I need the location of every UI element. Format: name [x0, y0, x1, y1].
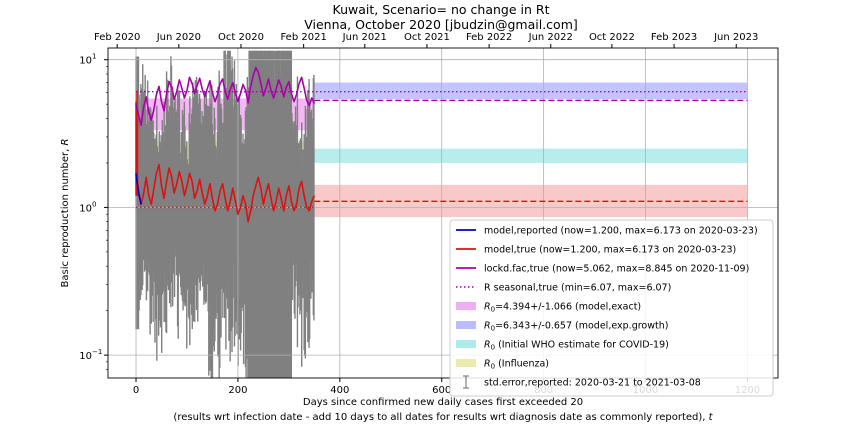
top-tick-label: Oct 2020 — [218, 32, 264, 43]
y-axis-label-text: Basic reproduction number, — [60, 145, 71, 287]
top-tick-label: Oct 2022 — [589, 32, 635, 43]
y-tick-label: 10 — [79, 56, 92, 67]
top-tick-label: Jun 2020 — [156, 32, 201, 43]
top-tick-label: Oct 2021 — [404, 32, 450, 43]
legend-symbol: R — [484, 340, 491, 351]
legend-label-band_r0_model_exact: R0=4.394+/-1.066 (model,exact) — [484, 302, 641, 314]
legend-swatch-band_who — [456, 340, 476, 348]
top-tick-label: Feb 2021 — [280, 32, 326, 43]
band-2 — [314, 82, 748, 100]
y-axis-label-symbol: R — [60, 139, 71, 146]
legend-box — [449, 219, 774, 397]
y-axis-label: Basic reproduction number, R — [60, 139, 71, 288]
top-tick-label: Jun 2022 — [528, 32, 573, 43]
legend-label-lockd_fac: lockd.fac,true (now=5.062, max=8.845 on … — [484, 264, 749, 275]
series-model_true — [135, 163, 316, 223]
legend-text: (Influenza) — [495, 359, 549, 370]
legend-symbol: R — [484, 302, 491, 313]
y-tick-exponent: −1 — [92, 348, 102, 356]
legend-swatch-band_r0_exp_growth — [456, 321, 476, 329]
legend-label-r_seasonal: R seasonal,true (min=6.07, max=6.07) — [484, 283, 671, 294]
legend-symbol: R — [484, 359, 491, 370]
legend-label-band_influenza: R0 (Influenza) — [484, 359, 549, 371]
legend-label-std_error: std.error,reported: 2020-03-21 to 2021-0… — [484, 378, 701, 389]
legend-swatch-band_influenza — [456, 359, 476, 367]
chart-title: Kuwait, Scenario= no change in Rt — [333, 2, 550, 17]
x-axis-label-secondary: (results wrt infection date - add 10 day… — [173, 412, 713, 423]
x-tick-label: 600 — [432, 385, 451, 396]
chart-subtitle: Vienna, October 2020 [jbudzin@gmail.com] — [304, 17, 578, 32]
legend-swatch-band_r0_model_exact — [456, 302, 476, 310]
top-tick-label: Jun 2023 — [713, 32, 758, 43]
x-axis-label-secondary-symbol: t — [709, 412, 714, 423]
x-axis-label-secondary-text: (results wrt infection date - add 10 day… — [173, 412, 708, 423]
band-3 — [314, 148, 748, 163]
legend-subscript: 0 — [491, 306, 495, 314]
legend-text: =6.343+/-0.657 (model,exp.growth) — [495, 321, 668, 332]
legend-symbol: R — [484, 321, 491, 332]
y-tick-label: 10 — [79, 351, 92, 362]
series-lines — [135, 66, 316, 223]
y-tick-label: 10 — [79, 203, 92, 214]
legend: model,reported (now=1.200, max=6.173 on … — [449, 219, 774, 397]
legend-label-model_reported: model,reported (now=1.200, max=6.173 on … — [484, 226, 758, 237]
legend-label-model_true: model,true (now=1.200, max=6.173 on 2020… — [484, 245, 736, 256]
x-tick-label: 0 — [133, 385, 139, 396]
top-tick-label: Feb 2023 — [651, 32, 697, 43]
x-axis-label: Days since confirmed new daily cases fir… — [303, 397, 583, 408]
series-lockd_fac — [135, 66, 316, 126]
plot-frame — [107, 47, 779, 379]
x-tick-label: 400 — [330, 385, 349, 396]
legend-text: =4.394+/-1.066 (model,exact) — [495, 302, 641, 313]
legend-subscript: 0 — [491, 325, 495, 333]
series-model_reported — [135, 173, 142, 205]
legend-subscript: 0 — [491, 344, 495, 352]
legend-label-band_who: R0 (Initial WHO estimate for COVID-19) — [484, 340, 669, 352]
top-tick-label: Feb 2022 — [466, 32, 512, 43]
top-tick-label: Feb 2020 — [94, 32, 140, 43]
legend-subscript: 0 — [491, 363, 495, 371]
y-tick-exponent: 0 — [92, 200, 96, 208]
legend-label-band_r0_exp_growth: R0=6.343+/-0.657 (model,exp.growth) — [484, 321, 668, 333]
top-tick-label: Jun 2021 — [342, 32, 387, 43]
x-tick-label: 200 — [228, 385, 247, 396]
legend-text: (Initial WHO estimate for COVID-19) — [495, 340, 669, 351]
top-date-axis: Feb 2020 Jun 2020 Oct 2020 Feb 2021 Jun 2021… — [94, 32, 758, 48]
y-tick-exponent: 1 — [92, 53, 96, 61]
plot-area — [108, 48, 778, 378]
